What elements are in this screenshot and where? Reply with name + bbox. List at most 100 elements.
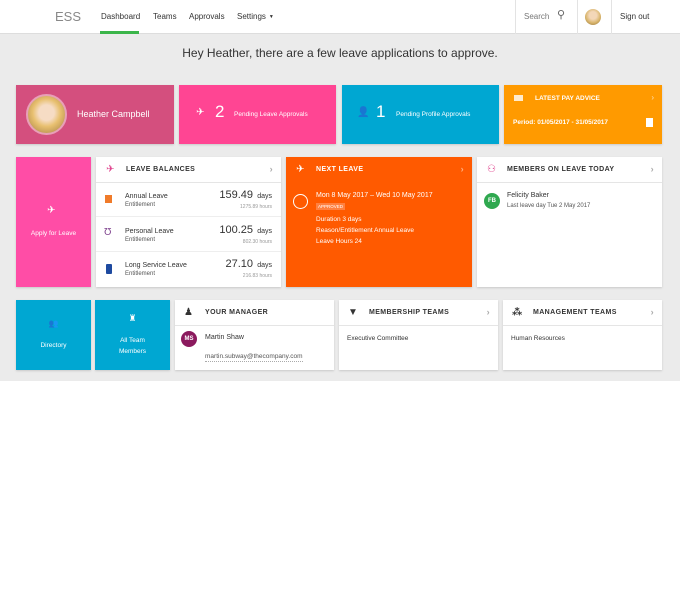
- plane-add-icon: ✈: [47, 205, 56, 216]
- days-value: 27.10: [225, 258, 253, 270]
- leave-name: Annual Leave: [125, 193, 168, 200]
- leave-dates: Mon 8 May 2017 – Wed 10 May 2017: [316, 192, 433, 199]
- pending-leave-label: Pending Leave Approvals: [234, 111, 308, 118]
- chevron-right-icon[interactable]: ›: [460, 164, 464, 174]
- nav-settings[interactable]: Settings: [237, 12, 266, 21]
- drink-icon: [105, 195, 112, 203]
- nav-dashboard[interactable]: Dashboard: [101, 12, 141, 21]
- profile-card[interactable]: Heather Campbell: [16, 85, 174, 144]
- management-item[interactable]: Human Resources: [511, 335, 565, 342]
- days-value: 100.25: [219, 224, 253, 236]
- pay-period: Period: 01/05/2017 - 31/05/2017: [513, 119, 609, 126]
- member-avatar: FB: [484, 193, 500, 209]
- directory-button[interactable]: 👥 Directory: [16, 300, 91, 370]
- member-name[interactable]: Felicity Baker: [507, 192, 550, 199]
- manager-icon: ♟: [184, 307, 194, 318]
- apply-label: Apply for Leave: [30, 230, 77, 237]
- leave-sub: Entitlement: [125, 271, 156, 277]
- card-title: LEAVE BALANCES: [126, 166, 196, 173]
- hours-value: 1275.89 hours: [240, 204, 272, 210]
- management-teams-card: ⁂ MANAGEMENT TEAMS › Human Resources: [503, 300, 662, 370]
- pending-profile-label: Pending Profile Approvals: [396, 111, 471, 118]
- leave-hours: Leave Hours 24: [316, 238, 362, 245]
- apply-leave-button[interactable]: ✈ Apply for Leave: [16, 157, 91, 287]
- greeting: Hey Heather, there are a few leave appli…: [182, 46, 498, 60]
- money-icon: [514, 95, 523, 101]
- pending-leave-card[interactable]: ✈ 2 Pending Leave Approvals: [179, 85, 336, 144]
- plane-icon: ✈: [196, 107, 205, 118]
- pay-title: LATEST PAY ADVICE: [535, 95, 600, 102]
- members-header[interactable]: ⚇ MEMBERS ON LEAVE TODAY ›: [477, 157, 662, 183]
- membership-item[interactable]: Executive Committee: [347, 335, 409, 342]
- leave-sub: Entitlement: [125, 202, 156, 208]
- user-icon: 👤: [357, 107, 370, 118]
- members-on-leave-card: ⚇ MEMBERS ON LEAVE TODAY › FB Felicity Bak…: [477, 157, 662, 287]
- pay-advice-card[interactable]: LATEST PAY ADVICE › Period: 01/05/2017 -…: [504, 85, 662, 144]
- next-leave-card[interactable]: ✈ NEXT LEAVE › Mon 8 May 2017 – Wed 10 May…: [286, 157, 472, 287]
- profile-photo: [26, 94, 67, 135]
- balance-row[interactable]: Annual Leave Entitlement 159.49 days 127…: [96, 183, 281, 217]
- card-title: MEMBERSHIP TEAMS: [369, 309, 450, 316]
- people-icon: ⚇: [487, 164, 497, 175]
- leave-sub: Entitlement: [125, 237, 156, 243]
- card-title: MEMBERS ON LEAVE TODAY: [507, 166, 615, 173]
- sign-out-link[interactable]: Sign out: [620, 12, 650, 21]
- leave-name: Personal Leave: [125, 228, 174, 235]
- days-unit: days: [257, 193, 272, 200]
- active-indicator: [100, 31, 139, 34]
- all-team-members-button[interactable]: ♜ All Team Members: [95, 300, 170, 370]
- leave-name: Long Service Leave: [125, 262, 187, 269]
- top-nav: ESS Dashboard Teams Approvals Settings ▼…: [0, 0, 680, 34]
- hours-value: 216.83 hours: [242, 273, 272, 279]
- days-unit: days: [257, 228, 272, 235]
- days-value: 159.49: [219, 189, 253, 201]
- org-chart-icon: ⁂: [512, 307, 523, 318]
- people-icon: 👥: [48, 319, 59, 328]
- card-title: MANAGEMENT TEAMS: [533, 309, 617, 316]
- days-unit: days: [257, 262, 272, 269]
- pending-leave-count: 2: [215, 102, 225, 121]
- document-icon[interactable]: [646, 118, 653, 127]
- shirt-icon: ▼: [348, 307, 359, 318]
- chevron-right-icon[interactable]: ›: [651, 93, 654, 102]
- manager-name: Martin Shaw: [205, 334, 244, 341]
- caret-down-icon: ▼: [268, 13, 274, 20]
- leave-balances-header[interactable]: ✈ LEAVE BALANCES ›: [96, 157, 281, 183]
- calendar-icon: [293, 194, 308, 209]
- leave-balances-card: ✈ LEAVE BALANCES › Annual Leave Entitlemen…: [96, 157, 281, 287]
- plane-icon: ✈: [296, 164, 305, 175]
- balance-row[interactable]: Long Service Leave Entitlement 27.10 day…: [96, 253, 281, 287]
- all-team-label: All Team Members: [118, 337, 147, 355]
- search-input[interactable]: Search: [524, 12, 550, 21]
- chevron-right-icon[interactable]: ›: [269, 164, 273, 174]
- manager-avatar: MS: [181, 331, 197, 347]
- chevron-right-icon[interactable]: ›: [486, 307, 490, 317]
- nav-settings-menu[interactable]: Settings ▼: [237, 12, 274, 22]
- user-avatar[interactable]: [585, 9, 601, 25]
- card-title: YOUR MANAGER: [205, 309, 269, 316]
- pending-profile-card[interactable]: 👤 1 Pending Profile Approvals: [342, 85, 499, 144]
- duration: Duration 3 days: [316, 216, 362, 223]
- nav-approvals[interactable]: Approvals: [189, 12, 225, 21]
- suitcase-icon: [106, 264, 112, 274]
- reason: Reason/Entitlement Annual Leave: [316, 227, 414, 234]
- search-icon[interactable]: ⚲: [557, 9, 566, 21]
- stethoscope-icon: Ʊ: [104, 227, 112, 238]
- plane-icon: ✈: [106, 164, 115, 175]
- user-name: Heather Campbell: [77, 109, 150, 119]
- membership-teams-card: ▼ MEMBERSHIP TEAMS › Executive Committee: [339, 300, 498, 370]
- manager-card: ♟ YOUR MANAGER MS Martin Shaw martin.subw…: [175, 300, 334, 370]
- chevron-right-icon[interactable]: ›: [650, 307, 654, 317]
- card-title: NEXT LEAVE: [316, 166, 364, 173]
- status-badge: APPROVED: [316, 203, 346, 211]
- team-icon: ♜: [128, 313, 137, 323]
- nav-teams[interactable]: Teams: [153, 12, 177, 21]
- balance-row[interactable]: Ʊ Personal Leave Entitlement 100.25 days…: [96, 218, 281, 252]
- manager-email-link[interactable]: martin.subway@thecompany.com: [205, 353, 303, 362]
- pending-profile-count: 1: [376, 102, 386, 121]
- hours-value: 802.30 hours: [242, 239, 272, 245]
- chevron-right-icon[interactable]: ›: [650, 164, 654, 174]
- logo[interactable]: ESS: [55, 9, 82, 24]
- directory-label: Directory: [40, 342, 67, 349]
- member-last-day: Last leave day Tue 2 May 2017: [507, 203, 591, 209]
